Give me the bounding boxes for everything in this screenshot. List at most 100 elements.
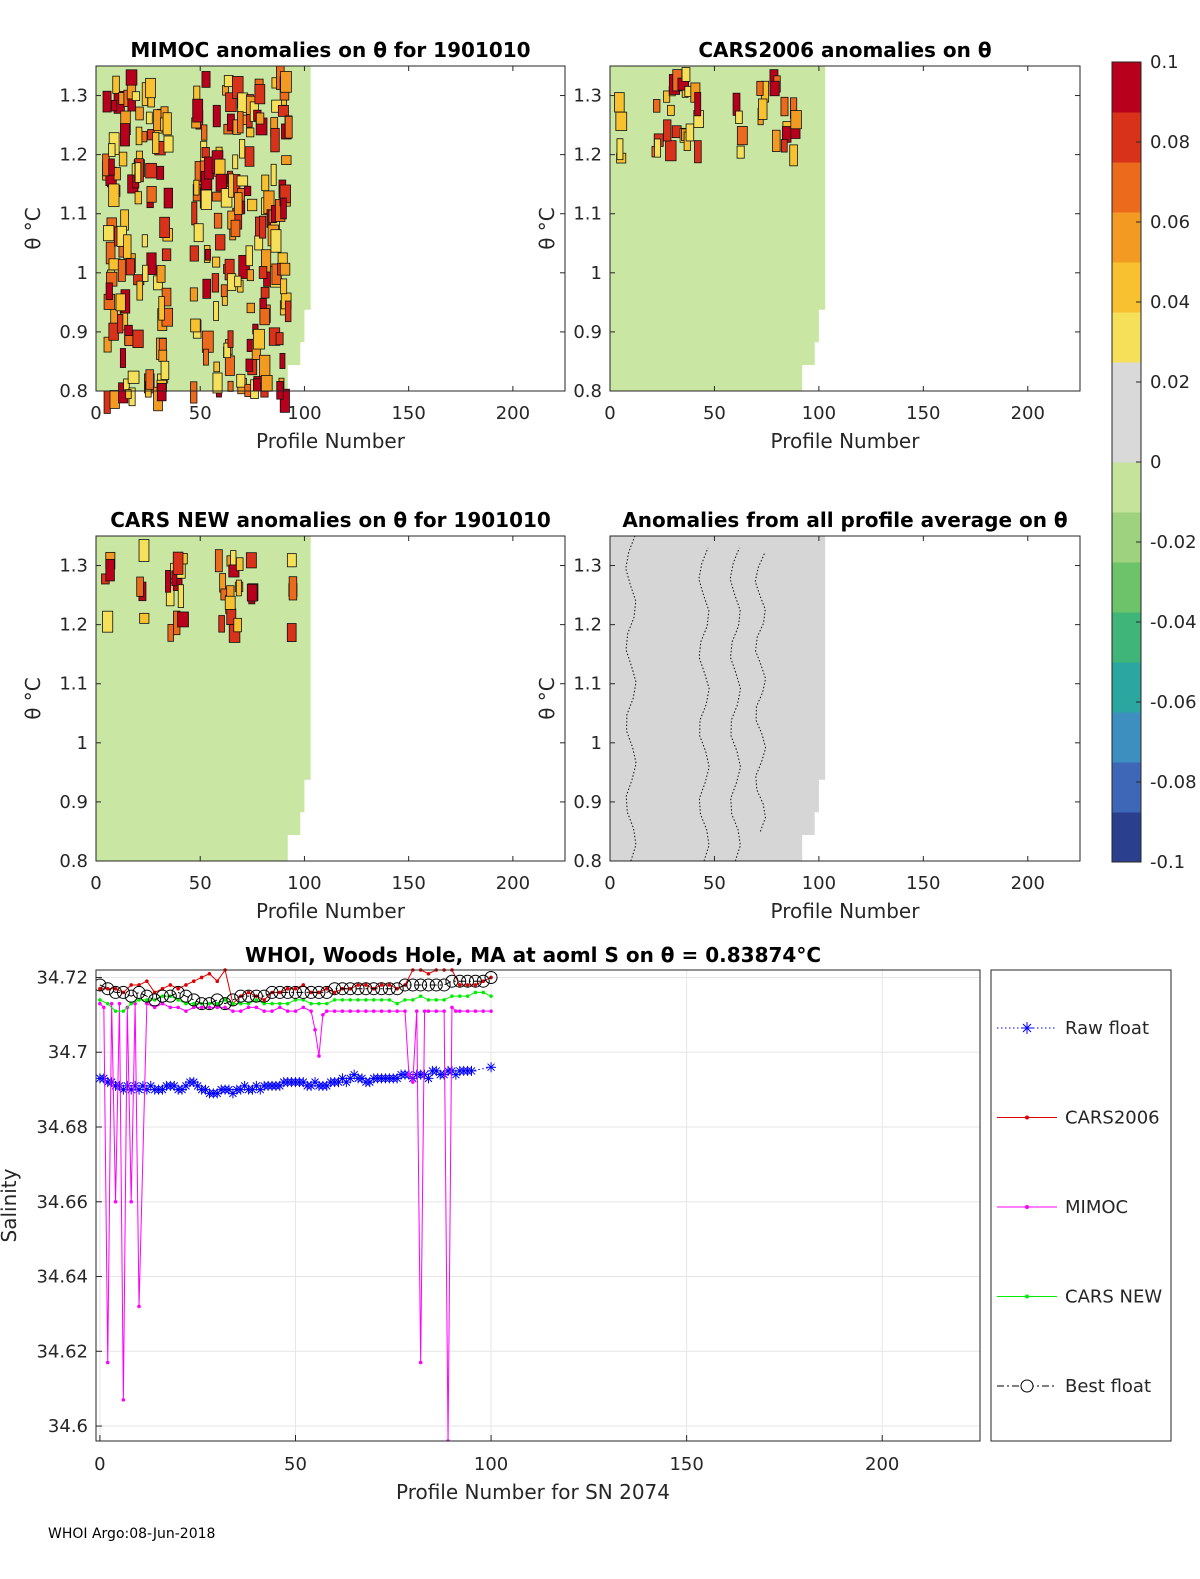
y-tick-label: 34.66 xyxy=(36,1192,88,1213)
data-point xyxy=(255,1084,266,1095)
anomaly-cell xyxy=(177,584,184,608)
anomaly-cell xyxy=(261,174,270,192)
y-tick-label: 34.72 xyxy=(36,967,88,988)
anomaly-cell xyxy=(258,215,267,239)
chart-title: WHOI, Woods Hole, MA at aoml S on θ = 0.… xyxy=(245,943,821,967)
colorbar-tick-label: 0.06 xyxy=(1150,212,1190,233)
data-point xyxy=(403,1009,407,1013)
data-point xyxy=(191,979,196,984)
anomaly-cell xyxy=(236,175,249,187)
anomaly-cell xyxy=(246,127,255,138)
anomaly-cell xyxy=(736,126,748,146)
data-point xyxy=(473,990,478,995)
data-point xyxy=(465,1009,470,1013)
y-tick-label: 0.8 xyxy=(573,851,602,872)
y-tick-label: 1 xyxy=(591,263,602,284)
legend-entry: Best float xyxy=(997,1376,1151,1397)
anomaly-cell xyxy=(280,278,288,295)
y-tick-label: 1.1 xyxy=(59,674,88,695)
data-point xyxy=(176,998,180,1002)
data-point xyxy=(238,1001,243,1006)
anomaly-cell xyxy=(201,147,210,159)
x-tick-label: 50 xyxy=(189,403,212,424)
anomaly-cell xyxy=(163,135,174,153)
data-point xyxy=(262,1009,266,1013)
data-point xyxy=(223,1005,227,1010)
anomaly-cell xyxy=(159,216,170,238)
data-point xyxy=(310,1077,321,1088)
anomaly-cell xyxy=(142,264,149,282)
data-point xyxy=(124,989,138,1003)
data-point xyxy=(328,982,342,996)
data-point xyxy=(234,989,248,1003)
y-tick-label: 1.2 xyxy=(59,145,88,166)
data-point xyxy=(423,1073,434,1084)
data-point xyxy=(398,978,412,992)
data-point xyxy=(105,1360,110,1365)
colorbar-swatch xyxy=(1112,812,1141,863)
data-point xyxy=(426,1009,431,1013)
axes-box xyxy=(95,969,981,1442)
data-point xyxy=(375,982,389,996)
data-point xyxy=(382,982,396,996)
anomaly-cell xyxy=(286,553,297,568)
panel-title: MIMOC anomalies on θ for 1901010 xyxy=(130,38,530,62)
y-tick-label: 0.8 xyxy=(59,851,88,872)
y-tick-label: 1.1 xyxy=(59,204,88,225)
anomaly-cell xyxy=(123,234,132,259)
y-axis-label: θ °C xyxy=(21,207,45,250)
data-point xyxy=(465,983,470,987)
anomaly-cell xyxy=(189,287,198,302)
x-tick-label: 150 xyxy=(906,873,940,894)
data-point xyxy=(132,985,146,999)
anomaly-cell xyxy=(270,229,282,253)
data-point xyxy=(348,1009,353,1013)
data-point xyxy=(270,1009,274,1013)
x-tick-label: 200 xyxy=(1011,403,1045,424)
data-point xyxy=(191,1001,196,1006)
data-point xyxy=(395,1009,399,1013)
data-point xyxy=(137,983,141,987)
series-best-float xyxy=(96,970,498,1011)
data-point xyxy=(207,1005,212,1010)
anomaly-cell xyxy=(192,98,204,123)
panel-p1: 0 50 100 150 200 0.8 0.9 1 1.1 1.2 1.3 MIMOC anomal… xyxy=(21,38,566,453)
anomaly-cell xyxy=(212,104,221,128)
data-point xyxy=(129,1001,134,1006)
data-point xyxy=(335,982,349,996)
anomaly-cell xyxy=(233,617,242,633)
anomaly-cell xyxy=(235,579,242,597)
anomaly-cell xyxy=(246,302,255,314)
data-point xyxy=(254,1005,259,1010)
anomaly-cell xyxy=(214,549,223,573)
y-tick-label: 34.7 xyxy=(48,1042,88,1063)
anomaly-cell xyxy=(245,552,257,569)
anomaly-cell xyxy=(119,348,126,368)
data-point xyxy=(445,974,459,988)
anomaly-cell xyxy=(244,146,255,167)
anomaly-cell xyxy=(190,381,198,404)
data-point xyxy=(301,1005,306,1010)
data-point xyxy=(484,970,498,984)
data-point xyxy=(281,985,295,999)
y-tick-label: 0.8 xyxy=(573,381,602,402)
x-tick-label: 100 xyxy=(802,873,836,894)
data-point xyxy=(340,998,345,1002)
data-point xyxy=(102,1005,106,1010)
y-axis-label: Salinity xyxy=(0,1168,21,1242)
data-point xyxy=(223,998,227,1002)
y-tick-label: 1.3 xyxy=(573,556,602,577)
data-point xyxy=(96,978,107,992)
data-point xyxy=(141,1084,152,1095)
data-point xyxy=(457,994,462,998)
data-point xyxy=(215,1005,220,1010)
anomaly-cell xyxy=(780,139,788,153)
anomaly-cell xyxy=(146,252,157,275)
data-point xyxy=(226,993,240,1007)
anomaly-cell xyxy=(156,265,166,283)
x-axis-label: Profile Number for SN 2074 xyxy=(396,1480,670,1504)
data-point xyxy=(367,982,381,996)
colorbar-tick-label: 0.1 xyxy=(1150,52,1179,73)
data-point xyxy=(215,1001,220,1006)
anomaly-cell xyxy=(694,92,702,117)
